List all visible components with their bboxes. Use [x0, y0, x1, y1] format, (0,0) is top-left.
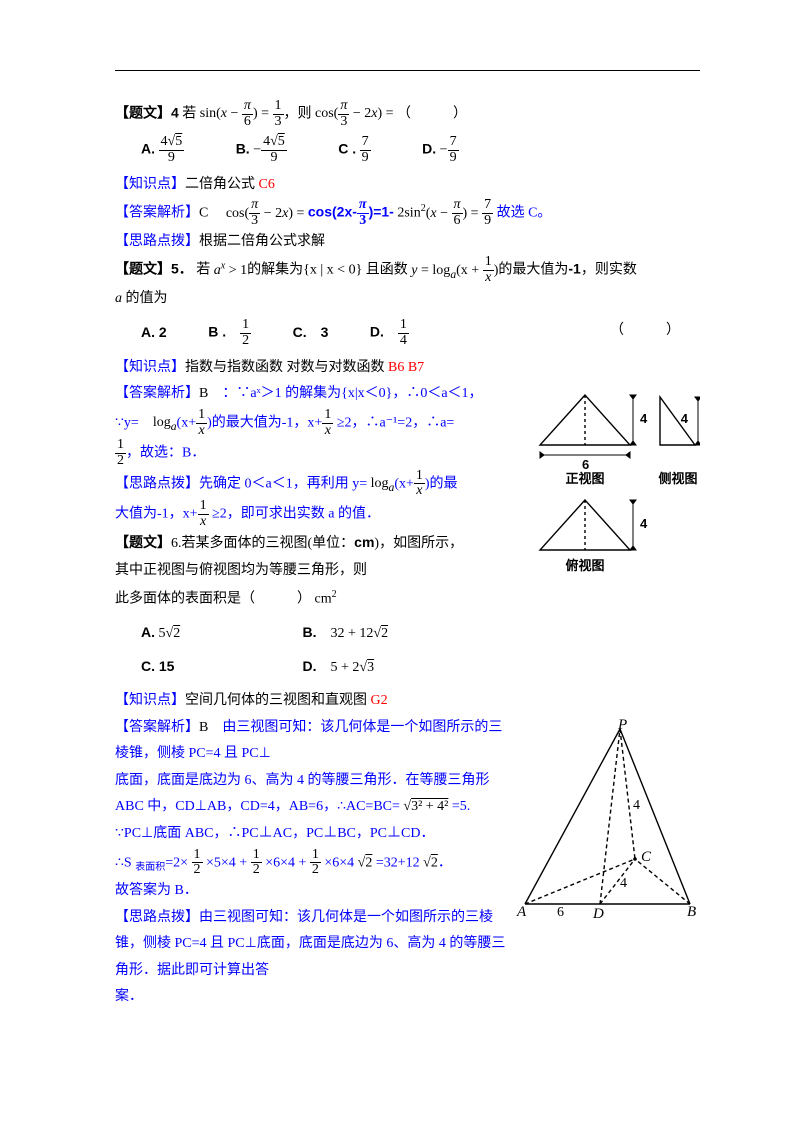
- top-rule: [115, 70, 700, 71]
- label-P: P: [617, 719, 627, 733]
- q4-optA-frac: 4√59: [159, 135, 185, 165]
- q6-hint2: 锥，侧棱 PC=4 且 PC⊥底面，底面是底边为 6、高为 4 的等腰三角形．据…: [115, 931, 700, 984]
- q4-optD-frac: 79: [448, 135, 459, 165]
- frac-pi3: π3: [338, 99, 349, 129]
- dim-4a: 4: [640, 411, 648, 426]
- q4-stem: 【题文】4 若 sin(x − π6) = 13，则 cos(π3 − 2x) …: [115, 99, 700, 129]
- q4-optB-frac: 4√59: [261, 135, 287, 165]
- dim-4b: 4: [681, 411, 689, 426]
- page: 【题文】4 若 sin(x − π6) = 13，则 cos(π3 − 2x) …: [0, 0, 800, 1051]
- q4-kp: 【知识点】二倍角公式 C6: [115, 172, 700, 199]
- q5-prefix: 【题文】5．: [115, 261, 193, 277]
- q5-stem: 【题文】5． 若 ax > 1的解集为{x | x < 0} 且函数 y = l…: [115, 255, 700, 285]
- dim-6: 6: [582, 457, 589, 472]
- q6-options-row2: C. 15 D. 5 + 2√3: [141, 653, 700, 682]
- pyramid-figure: P A B C D 4 4 6: [515, 719, 700, 930]
- q6-options-row1: A. 5√2 B. 32 + 12√2: [141, 619, 700, 648]
- q4-hint: 【思路点拨】根据二倍角公式求解: [115, 229, 700, 256]
- pyr-6: 6: [557, 905, 564, 919]
- q4-prefix: 【题文】4: [115, 104, 179, 120]
- views-svg: 4 6 正视图 4 侧视图 4 俯视图: [530, 385, 700, 585]
- front-label: 正视图: [565, 471, 604, 486]
- q6-kp: 【知识点】空间几何体的三视图和直观图 G2: [115, 688, 700, 715]
- q4-eq2: cos(π3 − 2x) =: [315, 106, 394, 121]
- label-A: A: [516, 904, 527, 919]
- pyramid-svg: P A B C D 4 4 6: [515, 719, 700, 919]
- top-label: 俯视图: [565, 558, 604, 573]
- q5-options: A. 2 B . 12 C. 3 D. 14 （ ）: [141, 318, 700, 348]
- frac-pi6: π6: [242, 99, 253, 129]
- pyr-4b: 4: [620, 876, 627, 891]
- q4-optC-frac: 79: [360, 135, 371, 165]
- side-label: 侧视图: [658, 471, 697, 486]
- q6-hint3: 案．: [115, 984, 700, 1011]
- q4-options: A. 4√59 B. −4√59 C . 79 D. −79: [141, 135, 700, 165]
- sqrt-icon: 4√5: [161, 134, 183, 149]
- label-B: B: [687, 904, 696, 919]
- three-views-figure: 4 6 正视图 4 侧视图 4 俯视图: [530, 385, 700, 596]
- q4-paren: （ ）: [397, 106, 467, 121]
- q5-kp: 【知识点】指数与指数函数 对数与对数函数 B6 B7: [115, 355, 700, 382]
- q4-ta: 若: [179, 106, 200, 121]
- frac-13: 13: [273, 99, 284, 129]
- label-D: D: [592, 906, 604, 919]
- q4-ans: 【答案解析】C cos(π3 − 2x) = cos(2x-π3)=1- 2si…: [115, 198, 700, 228]
- label-C: C: [641, 849, 652, 865]
- q5-line2: a 的值为: [115, 286, 700, 313]
- dim-4c: 4: [640, 516, 648, 531]
- q4-eq1: sin(x − π6) = 13: [200, 106, 284, 121]
- pyr-4a: 4: [633, 798, 640, 813]
- q4-tb: ，则: [284, 106, 316, 121]
